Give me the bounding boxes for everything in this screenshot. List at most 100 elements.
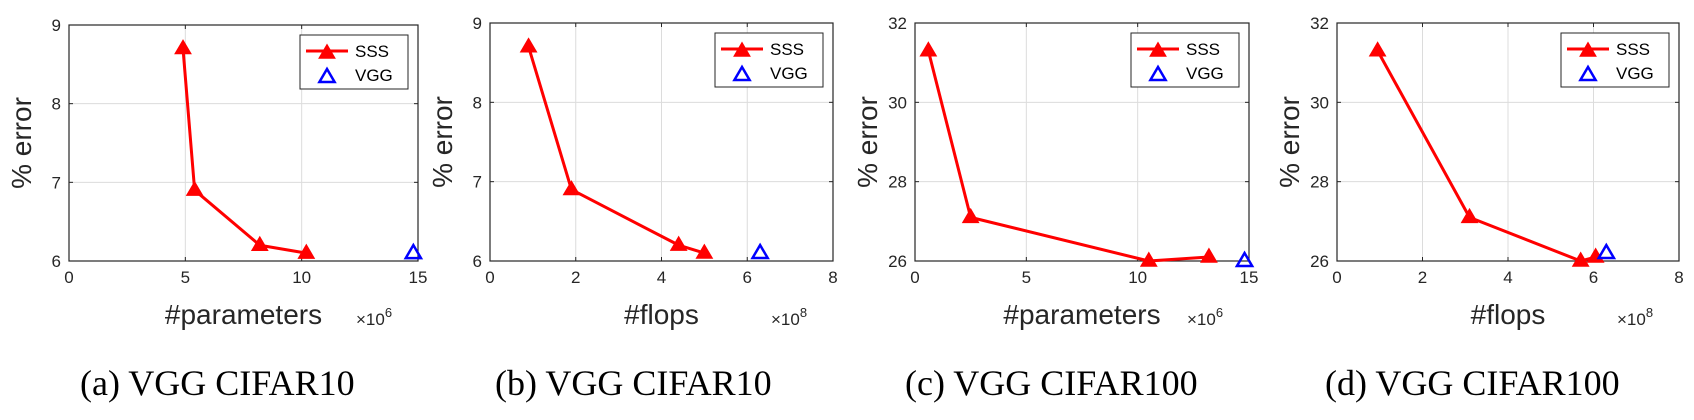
y-tick-label: 6 [52, 252, 61, 271]
axes-box [68, 24, 419, 262]
data-point-sss [1368, 41, 1387, 57]
x-axis-multiplier: ×106 [356, 305, 392, 329]
legend-label-sss: SSS [770, 40, 804, 59]
series-line-sss [1376, 50, 1597, 263]
data-point-sss [1139, 251, 1158, 267]
data-point-sss [185, 180, 204, 196]
multiplier-base: ×10 [356, 310, 385, 329]
y-tick-label: 26 [1310, 252, 1329, 271]
legend-box [1130, 32, 1240, 88]
x-tick-label: 5 [181, 268, 190, 287]
x-tick-label: 0 [64, 268, 73, 287]
data-point-sss [174, 39, 192, 55]
y-axis-label: % error [6, 97, 37, 189]
x-tick-label: 15 [409, 268, 428, 287]
legend-marker-vgg [317, 66, 337, 84]
data-point-sss [961, 207, 980, 224]
x-tick-label: 2 [571, 268, 580, 287]
multiplier-exponent: 8 [1646, 305, 1653, 320]
x-tick-label: 0 [485, 268, 494, 287]
x-tick-label: 0 [910, 268, 919, 287]
data-point-sss [1200, 247, 1218, 263]
x-axis-multiplier: ×106 [1187, 305, 1223, 329]
legend-label-sss: SSS [1186, 40, 1220, 59]
y-tick-label: 32 [888, 14, 907, 33]
legend-marker-sss [1149, 41, 1167, 57]
y-tick-label: 7 [52, 173, 61, 192]
x-axis-multiplier: ×108 [1617, 305, 1653, 329]
legend-marker-vgg [1578, 64, 1598, 82]
legend-label-sss: SSS [355, 42, 389, 61]
multiplier-base: ×10 [771, 310, 800, 329]
x-axis-label: #flops [624, 299, 699, 330]
x-tick-label: 0 [1332, 268, 1341, 287]
y-axis-label: % error [852, 96, 883, 188]
x-axis-label: #parameters [1003, 299, 1160, 330]
data-point-sss [919, 41, 938, 57]
x-tick-label: 8 [1674, 268, 1683, 287]
data-point-sss [669, 235, 688, 251]
x-tick-label: 5 [1022, 268, 1031, 287]
multiplier-base: ×10 [1617, 310, 1646, 329]
x-tick-label: 4 [657, 268, 666, 287]
legend-label-vgg: VGG [1616, 64, 1654, 83]
legend-label-vgg: VGG [355, 66, 393, 85]
multiplier-exponent: 6 [1216, 305, 1223, 320]
legend-marker-vgg [1148, 64, 1168, 82]
data-point-vgg [1596, 242, 1617, 260]
legend-marker-sss [318, 43, 336, 59]
multiplier-exponent: 8 [800, 305, 807, 320]
data-point-sss [562, 180, 581, 196]
data-point-sss [250, 235, 269, 251]
y-tick-label: 8 [473, 93, 482, 112]
x-tick-label: 10 [292, 268, 311, 287]
multiplier-exponent: 6 [385, 305, 392, 320]
y-tick-label: 28 [1310, 173, 1329, 192]
y-tick-label: 6 [473, 252, 482, 271]
legend-label-vgg: VGG [770, 64, 808, 83]
y-tick-label: 7 [473, 173, 482, 192]
data-point-vgg [750, 242, 770, 260]
chart-panel-c: 0 5 10 15 26 28 30 32 #parameters % error ×106 SSS V… [852, 14, 1258, 403]
x-axis-label: #parameters [165, 299, 322, 330]
legend-marker-vgg [732, 64, 752, 82]
x-tick-label: 2 [1418, 268, 1427, 287]
y-tick-label: 32 [1310, 14, 1329, 33]
y-tick-label: 9 [52, 16, 61, 35]
y-axis-label: % error [427, 96, 458, 188]
y-axis-label: % error [1274, 96, 1305, 188]
multiplier-base: ×10 [1187, 310, 1216, 329]
legend-label-sss: SSS [1616, 40, 1650, 59]
x-tick-label: 10 [1128, 268, 1147, 287]
data-point-sss [695, 243, 714, 259]
y-tick-label: 28 [888, 173, 907, 192]
legend-box [299, 34, 409, 90]
x-tick-label: 6 [1589, 268, 1598, 287]
data-point-vgg [403, 242, 424, 260]
data-point-sss [1571, 251, 1590, 267]
x-tick-label: 6 [743, 268, 752, 287]
legend-label-vgg: VGG [1186, 64, 1224, 83]
legend-marker-sss [733, 41, 751, 57]
x-tick-label: 15 [1240, 268, 1259, 287]
legend-marker-sss [1579, 41, 1597, 57]
y-tick-label: 26 [888, 252, 907, 271]
legend-box [714, 32, 824, 88]
legend-box [1560, 32, 1670, 88]
y-tick-label: 9 [473, 14, 482, 33]
x-tick-label: 8 [828, 268, 837, 287]
x-axis-label: #flops [1471, 299, 1546, 330]
x-axis-multiplier: ×108 [771, 305, 807, 329]
y-tick-label: 30 [888, 93, 907, 112]
data-point-sss [297, 243, 316, 259]
data-point-sss [519, 37, 538, 53]
panel-caption: (a) VGG CIFAR10 [80, 363, 355, 403]
panel-caption: (d) VGG CIFAR100 [1325, 363, 1620, 403]
panel-caption: (c) VGG CIFAR100 [905, 363, 1198, 403]
data-point-sss [1460, 207, 1479, 224]
series-line-sss [181, 48, 307, 255]
data-point-vgg [1234, 250, 1255, 268]
